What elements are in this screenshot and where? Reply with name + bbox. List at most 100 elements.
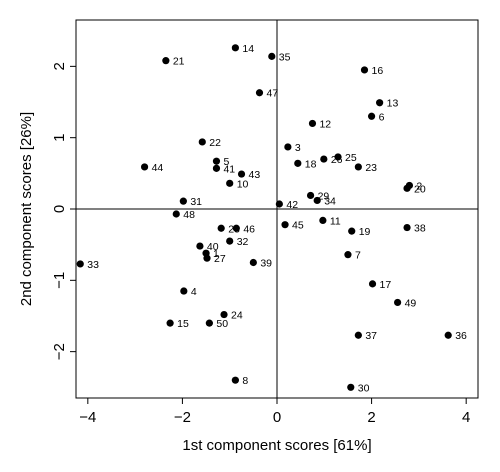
- point-label: 32: [237, 236, 249, 248]
- point-label: 35: [279, 51, 291, 63]
- data-point: [347, 383, 355, 391]
- data-point: [212, 157, 221, 165]
- x-tick-label: −4: [79, 409, 96, 426]
- data-point: [354, 331, 362, 339]
- point-label: 30: [358, 382, 370, 394]
- point-label: 13: [387, 98, 399, 110]
- x-axis: −4 −2 0 2 4: [79, 398, 470, 426]
- x-tick-label: 0: [273, 409, 281, 426]
- point-label: 4: [191, 286, 197, 298]
- data-point: [319, 216, 327, 225]
- data-point: [217, 224, 225, 232]
- point-label: 23: [365, 162, 377, 174]
- point-label: 12: [319, 118, 331, 130]
- y-tick-label: 1: [51, 134, 68, 142]
- data-point: [196, 242, 204, 250]
- point-label: 31: [190, 196, 202, 208]
- point-label: 29: [318, 190, 330, 202]
- data-point: [294, 159, 302, 167]
- data-point: [226, 237, 234, 245]
- point-label: 8: [242, 375, 248, 387]
- point-label: 11: [330, 215, 341, 227]
- point-label: 26: [331, 154, 343, 166]
- data-point: [249, 258, 257, 267]
- point-label: 40: [207, 241, 219, 253]
- point-label: 24: [231, 310, 243, 322]
- data-point: [306, 191, 315, 200]
- data-point: [205, 319, 213, 327]
- point-label: 37: [365, 330, 377, 342]
- data-point: [376, 99, 384, 107]
- data-point: [237, 170, 246, 178]
- x-tick-label: 2: [367, 409, 375, 426]
- data-point: [334, 153, 342, 161]
- data-point: [284, 143, 292, 151]
- x-tick-label: −2: [174, 409, 191, 426]
- y-tick-label: 0: [51, 205, 68, 213]
- data-point: [232, 224, 240, 232]
- point-label: 38: [414, 223, 426, 235]
- data-point: [354, 163, 362, 171]
- point-label: 33: [87, 259, 99, 271]
- y-axis-title: 2nd component scores [26%]: [18, 112, 35, 306]
- point-label: 1: [213, 248, 219, 260]
- point-label: 50: [216, 318, 228, 330]
- point-label: 10: [237, 178, 249, 190]
- point-label: 41: [223, 163, 235, 175]
- data-point: [308, 119, 317, 128]
- point-label: 6: [379, 111, 385, 123]
- data-point: [255, 89, 264, 97]
- data-point: [172, 210, 180, 218]
- point-label: 46: [243, 223, 255, 235]
- data-point: [403, 184, 411, 192]
- data-point: [231, 44, 239, 52]
- data-point: [360, 66, 369, 74]
- data-point: [313, 196, 321, 205]
- data-point: [281, 221, 289, 229]
- data-point: [348, 227, 356, 235]
- point-label: 34: [324, 195, 336, 207]
- data-point: [268, 52, 276, 60]
- data-point: [368, 280, 377, 288]
- data-point: [403, 223, 411, 232]
- y-tick-label: −1: [51, 272, 68, 289]
- point-label: 43: [249, 169, 261, 181]
- data-point: [212, 164, 221, 172]
- point-label: 36: [455, 330, 467, 342]
- x-tick-label: 4: [462, 409, 470, 426]
- point-label: 49: [405, 297, 417, 309]
- point-label: 39: [260, 257, 272, 269]
- data-point: [203, 254, 211, 262]
- data-point: [179, 197, 187, 205]
- point-label: 44: [152, 162, 164, 174]
- y-tick-label: 2: [51, 62, 68, 70]
- point-label: 45: [292, 220, 304, 232]
- point-label: 19: [359, 226, 371, 238]
- data-point: [344, 251, 352, 259]
- point-label: 28: [228, 223, 240, 235]
- point-label: 48: [183, 209, 195, 221]
- data-point: [140, 163, 149, 171]
- y-axis: −2 −1 0 1 2: [51, 62, 76, 360]
- point-label: 47: [267, 88, 279, 100]
- point-label: 14: [242, 43, 254, 55]
- data-points: [76, 44, 452, 391]
- point-label: 42: [286, 199, 298, 211]
- point-label: 2: [416, 180, 422, 192]
- point-label: 5: [223, 156, 229, 168]
- point-label: 7: [355, 250, 361, 262]
- data-point: [220, 310, 228, 319]
- data-point: [444, 331, 452, 339]
- point-label: 20: [414, 183, 426, 195]
- data-point: [76, 260, 84, 268]
- point-label: 15: [177, 318, 189, 330]
- point-label: 22: [209, 137, 221, 149]
- point-label: 17: [380, 279, 392, 291]
- data-point: [180, 287, 188, 295]
- point-labels: 1234567810111213141516171819202122232425…: [87, 43, 467, 394]
- x-axis-title: 1st component scores [61%]: [182, 437, 371, 454]
- point-label: 25: [345, 152, 357, 164]
- data-point: [275, 200, 283, 208]
- data-point: [394, 298, 402, 307]
